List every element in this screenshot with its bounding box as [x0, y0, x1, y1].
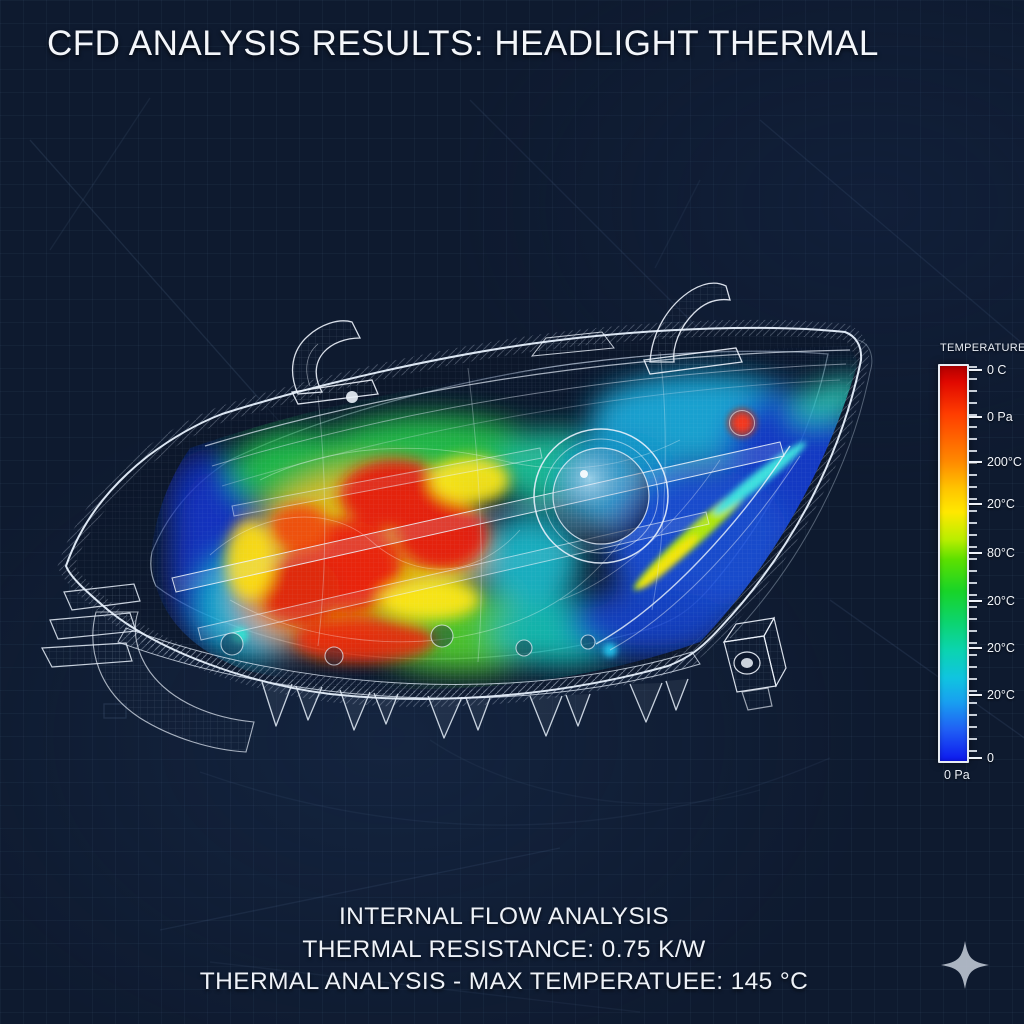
- colorbar-minor-ticks: [969, 366, 977, 759]
- colorbar-tick-label: 0 C: [987, 363, 1007, 377]
- bottom-trim: [117, 627, 701, 699]
- bottom-fins: [261, 678, 689, 739]
- annotation-line-1: INTERNAL FLOW ANALYSIS: [338, 903, 670, 930]
- colorbar-gradient: [938, 364, 969, 763]
- projector-lens: [533, 428, 669, 564]
- mounting-bracket-left: [291, 320, 379, 405]
- colorbar-tick-label: 20°C: [987, 594, 1015, 608]
- colorbar-tick-label: 20°C: [987, 497, 1015, 511]
- colorbar-tick-label: 20°C: [987, 641, 1015, 655]
- colorbar-bottom-label: 0 Pa: [944, 768, 970, 782]
- colorbar-legend: TEMPERATURE (°C 0 C 0 Pa 200°C 20°C 80°C…: [925, 340, 1024, 800]
- sparkle-icon: [941, 941, 989, 989]
- page-title: CFD ANALYSIS RESULTS: HEADLIGHT THERMAL: [47, 24, 879, 63]
- colorbar-tick-label: 200°C: [987, 455, 1022, 469]
- colorbar-tick-label: 0: [987, 751, 994, 765]
- colorbar-tick-label: 20°C: [987, 688, 1015, 702]
- annotation-line-3: THERMAL ANALYSIS - MAX TEMPERATUEE: 145 …: [199, 968, 809, 995]
- colorbar-title: TEMPERATURE (°C: [940, 342, 1024, 354]
- colorbar-tick-label: 0 Pa: [987, 410, 1013, 424]
- annotation-line-2: THERMAL RESISTANCE: 0.75 K/W: [302, 935, 706, 963]
- screw-dot: [346, 391, 358, 403]
- hotspot-indicator: [729, 410, 755, 436]
- analysis-annotations: INTERNAL FLOW ANALYSIS THERMAL RESISTANC…: [0, 901, 1008, 999]
- mounting-bracket-right: [643, 282, 743, 375]
- colorbar-tick-label: 80°C: [987, 546, 1015, 560]
- screw-bosses: [220, 624, 596, 666]
